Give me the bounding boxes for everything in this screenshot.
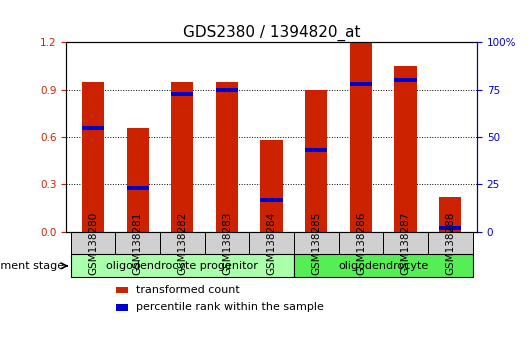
Bar [350, 42, 372, 232]
Bar [394, 66, 417, 232]
Text: development stage: development stage [0, 261, 64, 271]
Text: GSM138288: GSM138288 [445, 211, 455, 275]
Text: GSM138282: GSM138282 [178, 211, 187, 275]
Text: GSM138280: GSM138280 [88, 211, 98, 275]
Bar [216, 82, 238, 232]
Bar [82, 82, 104, 232]
Bar [116, 304, 128, 310]
Text: oligodendrocyte progenitor: oligodendrocyte progenitor [107, 261, 258, 271]
FancyBboxPatch shape [116, 232, 160, 255]
Bar [171, 92, 193, 96]
Bar [260, 198, 283, 201]
FancyBboxPatch shape [205, 232, 249, 255]
Bar [127, 186, 149, 190]
Bar [171, 82, 193, 232]
Bar [305, 148, 328, 152]
Text: GSM138285: GSM138285 [311, 211, 321, 275]
Bar [305, 90, 328, 232]
Text: oligodendrocyte: oligodendrocyte [338, 261, 428, 271]
FancyBboxPatch shape [339, 232, 383, 255]
Title: GDS2380 / 1394820_at: GDS2380 / 1394820_at [183, 25, 360, 41]
Bar [216, 88, 238, 92]
Text: GSM138283: GSM138283 [222, 211, 232, 275]
Text: GSM138287: GSM138287 [401, 211, 411, 275]
FancyBboxPatch shape [428, 232, 473, 255]
FancyBboxPatch shape [70, 255, 294, 277]
Bar [439, 197, 462, 232]
Text: GSM138284: GSM138284 [267, 211, 277, 275]
Bar [82, 126, 104, 130]
FancyBboxPatch shape [294, 232, 339, 255]
Bar [260, 140, 283, 232]
Bar [116, 287, 128, 293]
Bar [350, 82, 372, 86]
FancyBboxPatch shape [249, 232, 294, 255]
FancyBboxPatch shape [70, 232, 116, 255]
Text: GSM138286: GSM138286 [356, 211, 366, 275]
Text: transformed count: transformed count [136, 285, 240, 296]
Bar [127, 128, 149, 232]
FancyBboxPatch shape [294, 255, 473, 277]
Text: GSM138281: GSM138281 [132, 211, 143, 275]
Bar [394, 78, 417, 82]
Bar [439, 226, 462, 230]
Text: percentile rank within the sample: percentile rank within the sample [136, 302, 324, 313]
FancyBboxPatch shape [160, 232, 205, 255]
FancyBboxPatch shape [383, 232, 428, 255]
